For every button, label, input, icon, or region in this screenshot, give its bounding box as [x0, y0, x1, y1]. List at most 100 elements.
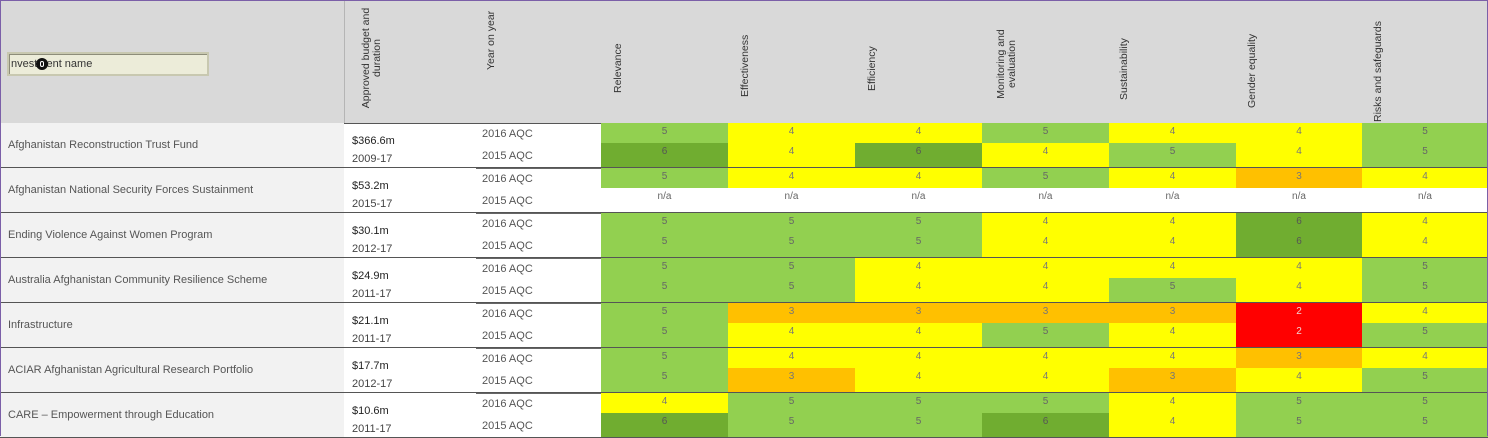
row-divider	[0, 212, 1488, 213]
investment-name[interactable]: Australia Afghanistan Community Resilien…	[0, 258, 344, 302]
rating-cell: 5	[1109, 278, 1236, 302]
rating-cell: n/a	[1109, 188, 1236, 212]
rating-cell: 6	[601, 413, 728, 437]
rating-cell: 4	[855, 348, 982, 368]
rating-cell: 5	[1236, 393, 1362, 413]
investment-name[interactable]: CARE – Empowerment through Education	[0, 393, 344, 437]
year-label: 2016 AQC	[482, 263, 533, 275]
rating-cell: 3	[728, 303, 855, 323]
rating-cell: 4	[982, 143, 1109, 167]
year-label: 2015 AQC	[482, 240, 533, 252]
rating-cell: 3	[855, 303, 982, 323]
rating-cell: 4	[1362, 168, 1488, 188]
rating-cell: 5	[728, 258, 855, 278]
rating-cell: 4	[855, 123, 982, 143]
table-row: CARE – Empowerment through Education $10.…	[0, 393, 1488, 438]
approved-budget: $24.9m	[352, 270, 389, 282]
approved-budget: $30.1m	[352, 225, 389, 237]
year-label: 2016 AQC	[482, 173, 533, 185]
rating-cell: 5	[601, 123, 728, 143]
rating-cell: 3	[1109, 303, 1236, 323]
rating-cell: 6	[855, 143, 982, 167]
investment-name[interactable]: ACIAR Afghanistan Agricultural Research …	[0, 348, 344, 392]
table-row: ACIAR Afghanistan Agricultural Research …	[0, 348, 1488, 393]
rating-cell: 4	[728, 123, 855, 143]
rating-cell: 5	[982, 393, 1109, 413]
rating-cell: 5	[728, 413, 855, 437]
rating-cell: 5	[982, 323, 1109, 347]
year-label: 2015 AQC	[482, 375, 533, 387]
rating-cell: 5	[601, 168, 728, 188]
rating-cell: 5	[1362, 413, 1488, 437]
rating-cell: 5	[1362, 323, 1488, 347]
year-label: 2016 AQC	[482, 353, 533, 365]
rating-cell: 4	[1362, 303, 1488, 323]
investment-name[interactable]: Infrastructure	[0, 303, 344, 347]
rating-cell: 5	[855, 233, 982, 257]
rating-cell: 4	[728, 323, 855, 347]
approved-budget: $10.6m	[352, 405, 389, 417]
row-divider	[0, 302, 1488, 303]
rating-cell: 4	[1109, 233, 1236, 257]
rating-cell: 5	[601, 323, 728, 347]
approved-budget: $17.7m	[352, 360, 389, 372]
rating-cell: 4	[1362, 213, 1488, 233]
row-divider	[0, 347, 1488, 348]
rating-cell: 4	[982, 213, 1109, 233]
rating-cell: 6	[1236, 213, 1362, 233]
rating-cell: 3	[1109, 368, 1236, 392]
rating-cell: 5	[601, 258, 728, 278]
rating-cell: 4	[982, 233, 1109, 257]
investment-name-header	[0, 0, 345, 123]
rating-cell: n/a	[1236, 188, 1362, 212]
rating-cell: 4	[1362, 233, 1488, 257]
year-label: 2016 AQC	[482, 308, 533, 320]
rating-cell: 4	[1362, 348, 1488, 368]
rating-cell: 2	[1236, 303, 1362, 323]
year-label: 2015 AQC	[482, 330, 533, 342]
rating-cell: 5	[728, 233, 855, 257]
row-divider	[0, 392, 1488, 393]
table-row: Infrastructure $21.1m 2011-17 2016 AQC 2015 …	[0, 303, 1488, 348]
rating-cell: n/a	[855, 188, 982, 212]
rating-cell: 4	[1236, 368, 1362, 392]
rating-cell: 5	[1109, 143, 1236, 167]
rating-cell: 5	[982, 123, 1109, 143]
duration: 2012-17	[352, 378, 393, 390]
row-divider	[0, 167, 1488, 168]
rating-cell: 5	[601, 233, 728, 257]
rating-cell: n/a	[982, 188, 1109, 212]
year-label: 2015 AQC	[482, 420, 533, 432]
rating-cell: 5	[728, 393, 855, 413]
investment-name[interactable]: Afghanistan Reconstruction Trust Fund	[0, 123, 344, 167]
year-label: 2016 AQC	[482, 218, 533, 230]
rating-cell: 4	[1236, 278, 1362, 302]
year-label: 2015 AQC	[482, 285, 533, 297]
rating-cell: 4	[1236, 258, 1362, 278]
rating-cell: 5	[601, 278, 728, 302]
cursor-icon	[36, 58, 48, 70]
duration: 2012-17	[352, 243, 393, 255]
table-row: Afghanistan National Security Forces Sus…	[0, 168, 1488, 213]
investment-name[interactable]: Ending Violence Against Women Program	[0, 213, 344, 257]
rating-cell: 3	[1236, 348, 1362, 368]
rating-cell: 4	[1236, 123, 1362, 143]
rating-cell: 3	[982, 303, 1109, 323]
rating-cell: 4	[1236, 143, 1362, 167]
rating-cell: 4	[728, 348, 855, 368]
investment-name[interactable]: Afghanistan National Security Forces Sus…	[0, 168, 344, 212]
table-row: Ending Violence Against Women Program $30…	[0, 213, 1488, 258]
duration: 2011-17	[352, 288, 392, 300]
year-label: 2015 AQC	[482, 195, 533, 207]
rating-cell: 4	[982, 278, 1109, 302]
rating-cell: 4	[728, 143, 855, 167]
year-divider	[476, 258, 601, 259]
rating-cell: 5	[855, 213, 982, 233]
rating-cell: 5	[1362, 123, 1488, 143]
rating-cell: 4	[1109, 168, 1236, 188]
rating-cell: 4	[1109, 258, 1236, 278]
rating-cell: 5	[1362, 278, 1488, 302]
rating-cell: 6	[982, 413, 1109, 437]
rating-cell: 4	[982, 368, 1109, 392]
